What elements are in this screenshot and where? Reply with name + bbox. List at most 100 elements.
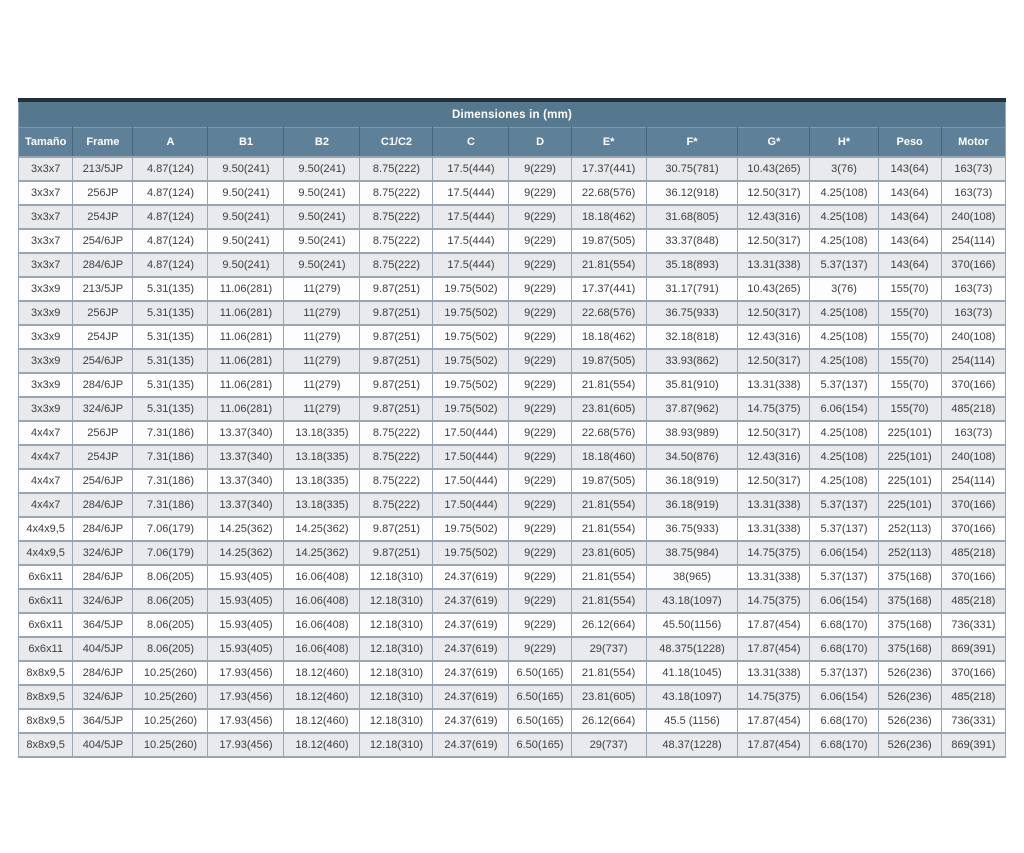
table-cell: 16.06(408)	[283, 636, 361, 662]
table-cell: 14.25(362)	[207, 516, 285, 542]
table-cell: 17.87(454)	[737, 732, 811, 758]
table-cell: 6.50(165)	[508, 660, 572, 686]
table-cell: 5.31(135)	[132, 372, 209, 398]
table-cell: 9.50(241)	[207, 156, 285, 182]
table-cell: 17.50(444)	[432, 444, 510, 470]
table-cell: 163(73)	[940, 420, 1007, 446]
table-body: 3x3x7 213/5JP 4.87(124) 9.50(241) 9.50(241) 8…	[17, 156, 1007, 758]
table-title: Dimensiones in (mm)	[18, 100, 1006, 128]
table-row: 4x4x7 284/6JP 7.31(186) 13.37(340) 13.18(335…	[17, 492, 1007, 518]
table-cell: 155(70)	[877, 372, 942, 398]
table-cell: 13.31(338)	[737, 252, 811, 278]
table-cell: 26.12(664)	[570, 708, 647, 734]
table-cell: 213/5JP	[72, 276, 134, 302]
header-row: Tamaño Frame A B1 B2 C1/C2 C D E* F* G* H* Peso Motor	[18, 127, 1006, 157]
table-cell: 869(391)	[940, 732, 1007, 758]
table-cell: 14.75(375)	[737, 540, 811, 566]
table-cell: 3x3x9	[17, 276, 74, 302]
column-header: B1	[207, 127, 285, 157]
table-cell: 7.06(179)	[132, 540, 209, 566]
table-cell: 284/6JP	[72, 660, 134, 686]
table-cell: 11(279)	[283, 348, 361, 374]
table-cell: 21.81(554)	[570, 588, 647, 614]
table-cell: 375(168)	[877, 564, 942, 590]
table-cell: 4.87(124)	[132, 252, 209, 278]
table-cell: 254(114)	[940, 468, 1007, 494]
table-cell: 4x4x9,5	[17, 540, 74, 566]
table-cell: 43.18(1097)	[645, 684, 739, 710]
table-cell: 18.12(460)	[283, 660, 361, 686]
table-cell: 10.43(265)	[737, 276, 811, 302]
table-cell: 36.12(918)	[645, 180, 739, 206]
table-cell: 4x4x7	[17, 420, 74, 446]
table-cell: 9(229)	[508, 468, 572, 494]
table-cell: 9(229)	[508, 540, 572, 566]
table-cell: 9.50(241)	[207, 252, 285, 278]
table-cell: 19.87(505)	[570, 348, 647, 374]
table-cell: 29(737)	[570, 636, 647, 662]
table-cell: 9(229)	[508, 564, 572, 590]
table-cell: 3x3x9	[17, 348, 74, 374]
table-cell: 8.75(222)	[359, 252, 434, 278]
table-row: 6x6x11 364/5JP 8.06(205) 15.93(405) 16.06(40…	[17, 612, 1007, 638]
table-cell: 11.06(281)	[207, 300, 285, 326]
table-cell: 404/5JP	[72, 636, 134, 662]
table-cell: 14.25(362)	[283, 540, 361, 566]
table-cell: 8x8x9,5	[17, 732, 74, 758]
table-cell: 12.18(310)	[359, 564, 434, 590]
table-cell: 9.87(251)	[359, 396, 434, 422]
table-cell: 19.75(502)	[432, 324, 510, 350]
table-cell: 18.18(462)	[570, 324, 647, 350]
table-cell: 526(236)	[877, 684, 942, 710]
table-cell: 143(64)	[877, 228, 942, 254]
table-cell: 12.43(316)	[737, 324, 811, 350]
table-cell: 13.37(340)	[207, 468, 285, 494]
table-cell: 17.37(441)	[570, 156, 647, 182]
table-cell: 9(229)	[508, 396, 572, 422]
table-row: 8x8x9,5 364/5JP 10.25(260) 17.93(456) 18.12(…	[17, 708, 1007, 734]
table-cell: 5.37(137)	[809, 372, 879, 398]
table-cell: 9.87(251)	[359, 516, 434, 542]
table-cell: 3x3x9	[17, 300, 74, 326]
table-cell: 10.25(260)	[132, 708, 209, 734]
table-cell: 36.18(919)	[645, 492, 739, 518]
table-row: 3x3x9 213/5JP 5.31(135) 11.06(281) 11(279) 9.…	[17, 276, 1007, 302]
table-cell: 7.31(186)	[132, 468, 209, 494]
table-cell: 3x3x9	[17, 372, 74, 398]
table-cell: 9(229)	[508, 300, 572, 326]
table-cell: 4x4x9,5	[17, 516, 74, 542]
table-cell: 485(218)	[940, 588, 1007, 614]
table-cell: 12.18(310)	[359, 588, 434, 614]
table-cell: 225(101)	[877, 468, 942, 494]
table-cell: 5.31(135)	[132, 396, 209, 422]
table-cell: 4x4x7	[17, 444, 74, 470]
table-cell: 17.87(454)	[737, 708, 811, 734]
table-cell: 8.75(222)	[359, 420, 434, 446]
table-cell: 43.18(1097)	[645, 588, 739, 614]
table-cell: 8.75(222)	[359, 156, 434, 182]
table-cell: 48.375(1228)	[645, 636, 739, 662]
table-cell: 240(108)	[940, 204, 1007, 230]
table-cell: 485(218)	[940, 396, 1007, 422]
table-cell: 17.5(444)	[432, 204, 510, 230]
column-header: D	[508, 127, 572, 157]
table-cell: 14.75(375)	[737, 396, 811, 422]
table-cell: 9.50(241)	[283, 252, 361, 278]
table-cell: 254JP	[72, 324, 134, 350]
table-cell: 11.06(281)	[207, 348, 285, 374]
table-cell: 18.18(460)	[570, 444, 647, 470]
table-cell: 24.37(619)	[432, 636, 510, 662]
column-header: A	[132, 127, 209, 157]
table-cell: 370(166)	[940, 252, 1007, 278]
table-cell: 143(64)	[877, 252, 942, 278]
table-cell: 21.81(554)	[570, 660, 647, 686]
table-cell: 23.81(605)	[570, 396, 647, 422]
table-cell: 18.12(460)	[283, 708, 361, 734]
table-cell: 9.50(241)	[283, 180, 361, 206]
table-cell: 12.18(310)	[359, 684, 434, 710]
table-cell: 370(166)	[940, 516, 1007, 542]
table-cell: 35.18(893)	[645, 252, 739, 278]
table-cell: 4x4x7	[17, 468, 74, 494]
table-cell: 36.75(933)	[645, 300, 739, 326]
table-cell: 8.75(222)	[359, 180, 434, 206]
